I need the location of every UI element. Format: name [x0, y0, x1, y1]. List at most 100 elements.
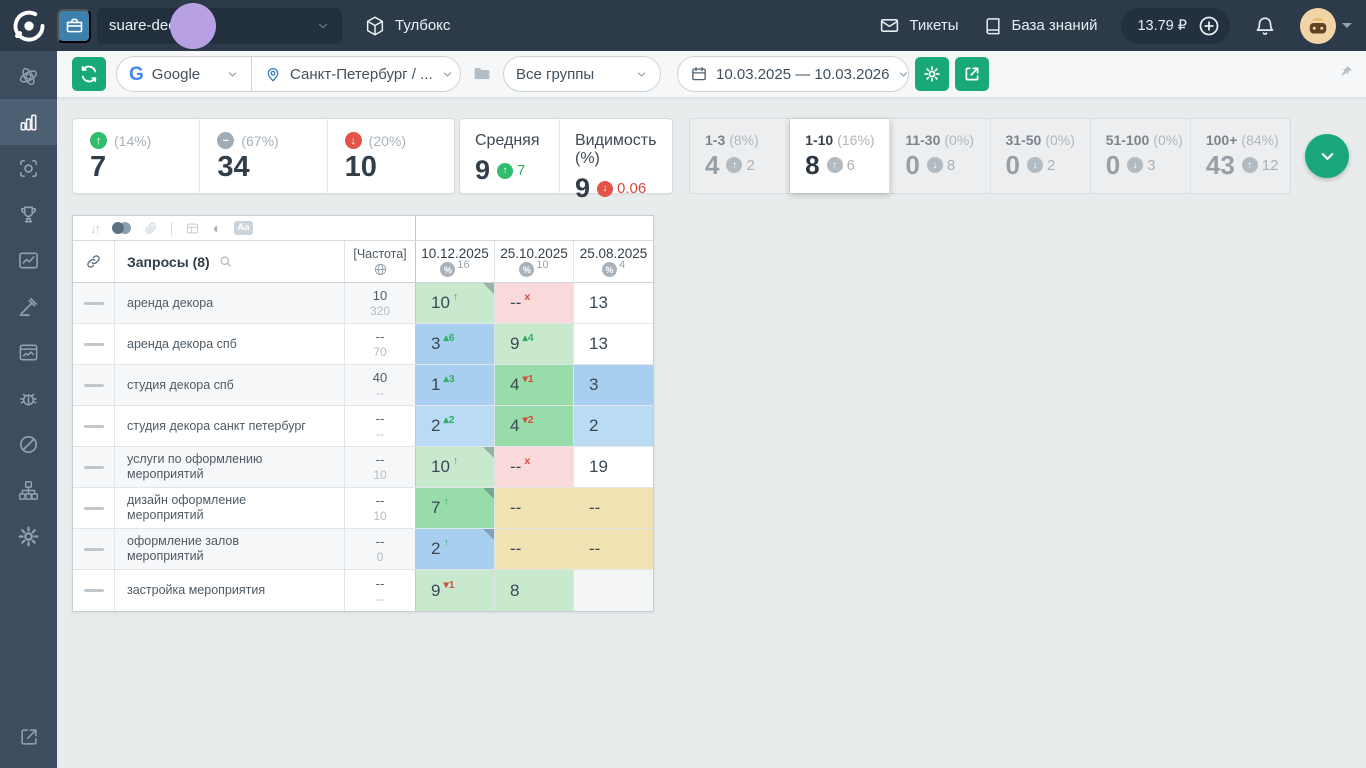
text-format-icon[interactable]: Aa [234, 221, 253, 235]
position-cell[interactable] [574, 570, 653, 611]
toolbox-link[interactable]: Тулбокс [364, 15, 450, 37]
position-value: 4 [510, 375, 520, 394]
contrast-icon[interactable]: ◐ [213, 220, 222, 236]
position-cell[interactable]: 4 ▾1 [495, 365, 574, 405]
position-cell[interactable]: 2 ↑ [416, 529, 495, 569]
refresh-button[interactable] [72, 57, 106, 91]
position-cell[interactable]: 10 ↑ [416, 283, 495, 323]
position-cell[interactable]: 8 [495, 570, 574, 611]
query-cell[interactable]: застройка мероприятия [115, 570, 345, 611]
position-cell[interactable]: -- [495, 488, 574, 528]
queries-column-header[interactable]: Запросы (8) [115, 241, 345, 282]
tickets-link[interactable]: Тикеты [879, 15, 959, 36]
position-cell[interactable]: 4 ▾2 [495, 406, 574, 446]
grid-icon[interactable] [185, 221, 200, 236]
position-value: 2 [589, 416, 599, 435]
distribution-1-3[interactable]: 1-3 (8%) 4 ↑ 2 [690, 119, 791, 193]
query-cell[interactable]: студия декора санкт петербург [115, 406, 345, 446]
sidebar-item-settings[interactable] [0, 513, 57, 559]
folder-icon[interactable] [467, 64, 497, 84]
frequency-column-header[interactable]: [Частота] [345, 241, 416, 282]
row-drag-handle[interactable] [73, 365, 115, 405]
position-cell[interactable]: 13 [574, 283, 653, 323]
plus-circle-icon[interactable] [1197, 14, 1221, 38]
position-value: -- [510, 498, 522, 517]
row-drag-handle[interactable] [73, 406, 115, 446]
position-cell[interactable]: -- [574, 529, 653, 569]
query-cell[interactable]: услуги по оформлению мероприятий [115, 447, 345, 487]
pushpin-icon[interactable] [1337, 64, 1354, 81]
position-cell[interactable]: 2 ▴2 [416, 406, 495, 446]
row-drag-handle[interactable] [73, 529, 115, 569]
projects-button[interactable] [57, 8, 91, 43]
sidebar-item-structure[interactable] [0, 467, 57, 513]
link-icon[interactable] [85, 253, 102, 270]
sidebar-item-snapshots[interactable] [0, 145, 57, 191]
row-drag-handle[interactable] [73, 447, 115, 487]
region-select[interactable]: Санкт-Петербург / ... [251, 56, 461, 92]
settings-button[interactable] [915, 57, 949, 91]
range-pct: (0%) [1045, 132, 1075, 148]
range-delta: 6 [846, 156, 855, 174]
sidebar-item-crawler[interactable] [0, 375, 57, 421]
position-cell[interactable]: 9 ▾1 [416, 570, 495, 611]
bell-icon[interactable] [1254, 15, 1276, 37]
position-cell[interactable]: -- x [495, 283, 574, 323]
sidebar-item-external[interactable] [0, 714, 57, 760]
query-cell[interactable]: аренда декора спб [115, 324, 345, 364]
position-cell[interactable]: 10 ↑ [416, 447, 495, 487]
collapse-summary-button[interactable] [1305, 134, 1349, 178]
query-cell[interactable]: оформление залов мероприятий [115, 529, 345, 569]
position-cell[interactable]: 3 [574, 365, 653, 405]
position-change: x [524, 455, 531, 467]
date-column-header[interactable]: 25.08.2025% 4 [574, 241, 653, 282]
date-column-header[interactable]: 25.10.2025% 10 [495, 241, 574, 282]
row-drag-handle[interactable] [73, 283, 115, 323]
query-cell[interactable]: студия декора спб [115, 365, 345, 405]
position-cell[interactable]: 9 ▴4 [495, 324, 574, 364]
position-cell[interactable]: -- [495, 529, 574, 569]
row-drag-handle[interactable] [73, 324, 115, 364]
position-cell[interactable]: -- [574, 488, 653, 528]
position-cell[interactable]: 13 [574, 324, 653, 364]
distribution-51-100[interactable]: 51-100 (0%) 0 ↓ 3 [1091, 119, 1191, 193]
position-value: 13 [589, 293, 608, 312]
sidebar-item-audit[interactable] [0, 421, 57, 467]
position-cell[interactable]: -- x [495, 447, 574, 487]
gear-icon [923, 65, 941, 83]
distribution-100+[interactable]: 100+ (84%) 43 ↑ 12 [1191, 119, 1290, 193]
project-select[interactable]: suare-deco [97, 2, 342, 49]
date-column-header[interactable]: 10.12.2025% 16 [416, 241, 495, 282]
distribution-1-10[interactable]: 1-10 (16%) 8 ↑ 6 [790, 119, 891, 193]
sidebar-item-bids[interactable] [0, 283, 57, 329]
position-change: ▴6 [443, 332, 455, 344]
sidebar-item-positions[interactable] [0, 99, 57, 145]
search-engine-select[interactable]: G Google [116, 56, 251, 92]
balance-pill[interactable]: 13.79 ₽ [1121, 7, 1230, 44]
knowledge-base-link[interactable]: База знаний [983, 16, 1097, 36]
position-cell[interactable]: 1 ▴3 [416, 365, 495, 405]
sidebar-item-overview[interactable] [0, 53, 57, 99]
topvisor-logo-icon[interactable] [11, 8, 47, 44]
row-drag-handle[interactable] [73, 570, 115, 611]
position-cell[interactable]: 7 ↑ [416, 488, 495, 528]
query-cell[interactable]: аренда декора [115, 283, 345, 323]
query-cell[interactable]: дизайн оформление мероприятий [115, 488, 345, 528]
row-drag-handle[interactable] [73, 488, 115, 528]
layers-toggle-icon[interactable] [112, 222, 131, 234]
position-cell[interactable]: 2 [574, 406, 653, 446]
user-menu[interactable] [1300, 7, 1352, 44]
date-range-select[interactable]: 10.03.2025 — 10.03.2026 [677, 56, 909, 92]
search-icon[interactable] [218, 254, 233, 269]
export-button[interactable] [955, 57, 989, 91]
distribution-11-30[interactable]: 11-30 (0%) 0 ↓ 8 [890, 119, 991, 193]
position-cell[interactable]: 3 ▴6 [416, 324, 495, 364]
distribution-31-50[interactable]: 31-50 (0%) 0 ↓ 2 [991, 119, 1091, 193]
sort-icon[interactable]: ↓↑ [90, 220, 101, 236]
sidebar-item-snippets[interactable] [0, 329, 57, 375]
sidebar-item-trends[interactable] [0, 237, 57, 283]
paperclip-icon[interactable] [144, 221, 158, 235]
sidebar-item-competitors[interactable] [0, 191, 57, 237]
groups-select[interactable]: Все группы [503, 56, 661, 92]
position-cell[interactable]: 19 [574, 447, 653, 487]
